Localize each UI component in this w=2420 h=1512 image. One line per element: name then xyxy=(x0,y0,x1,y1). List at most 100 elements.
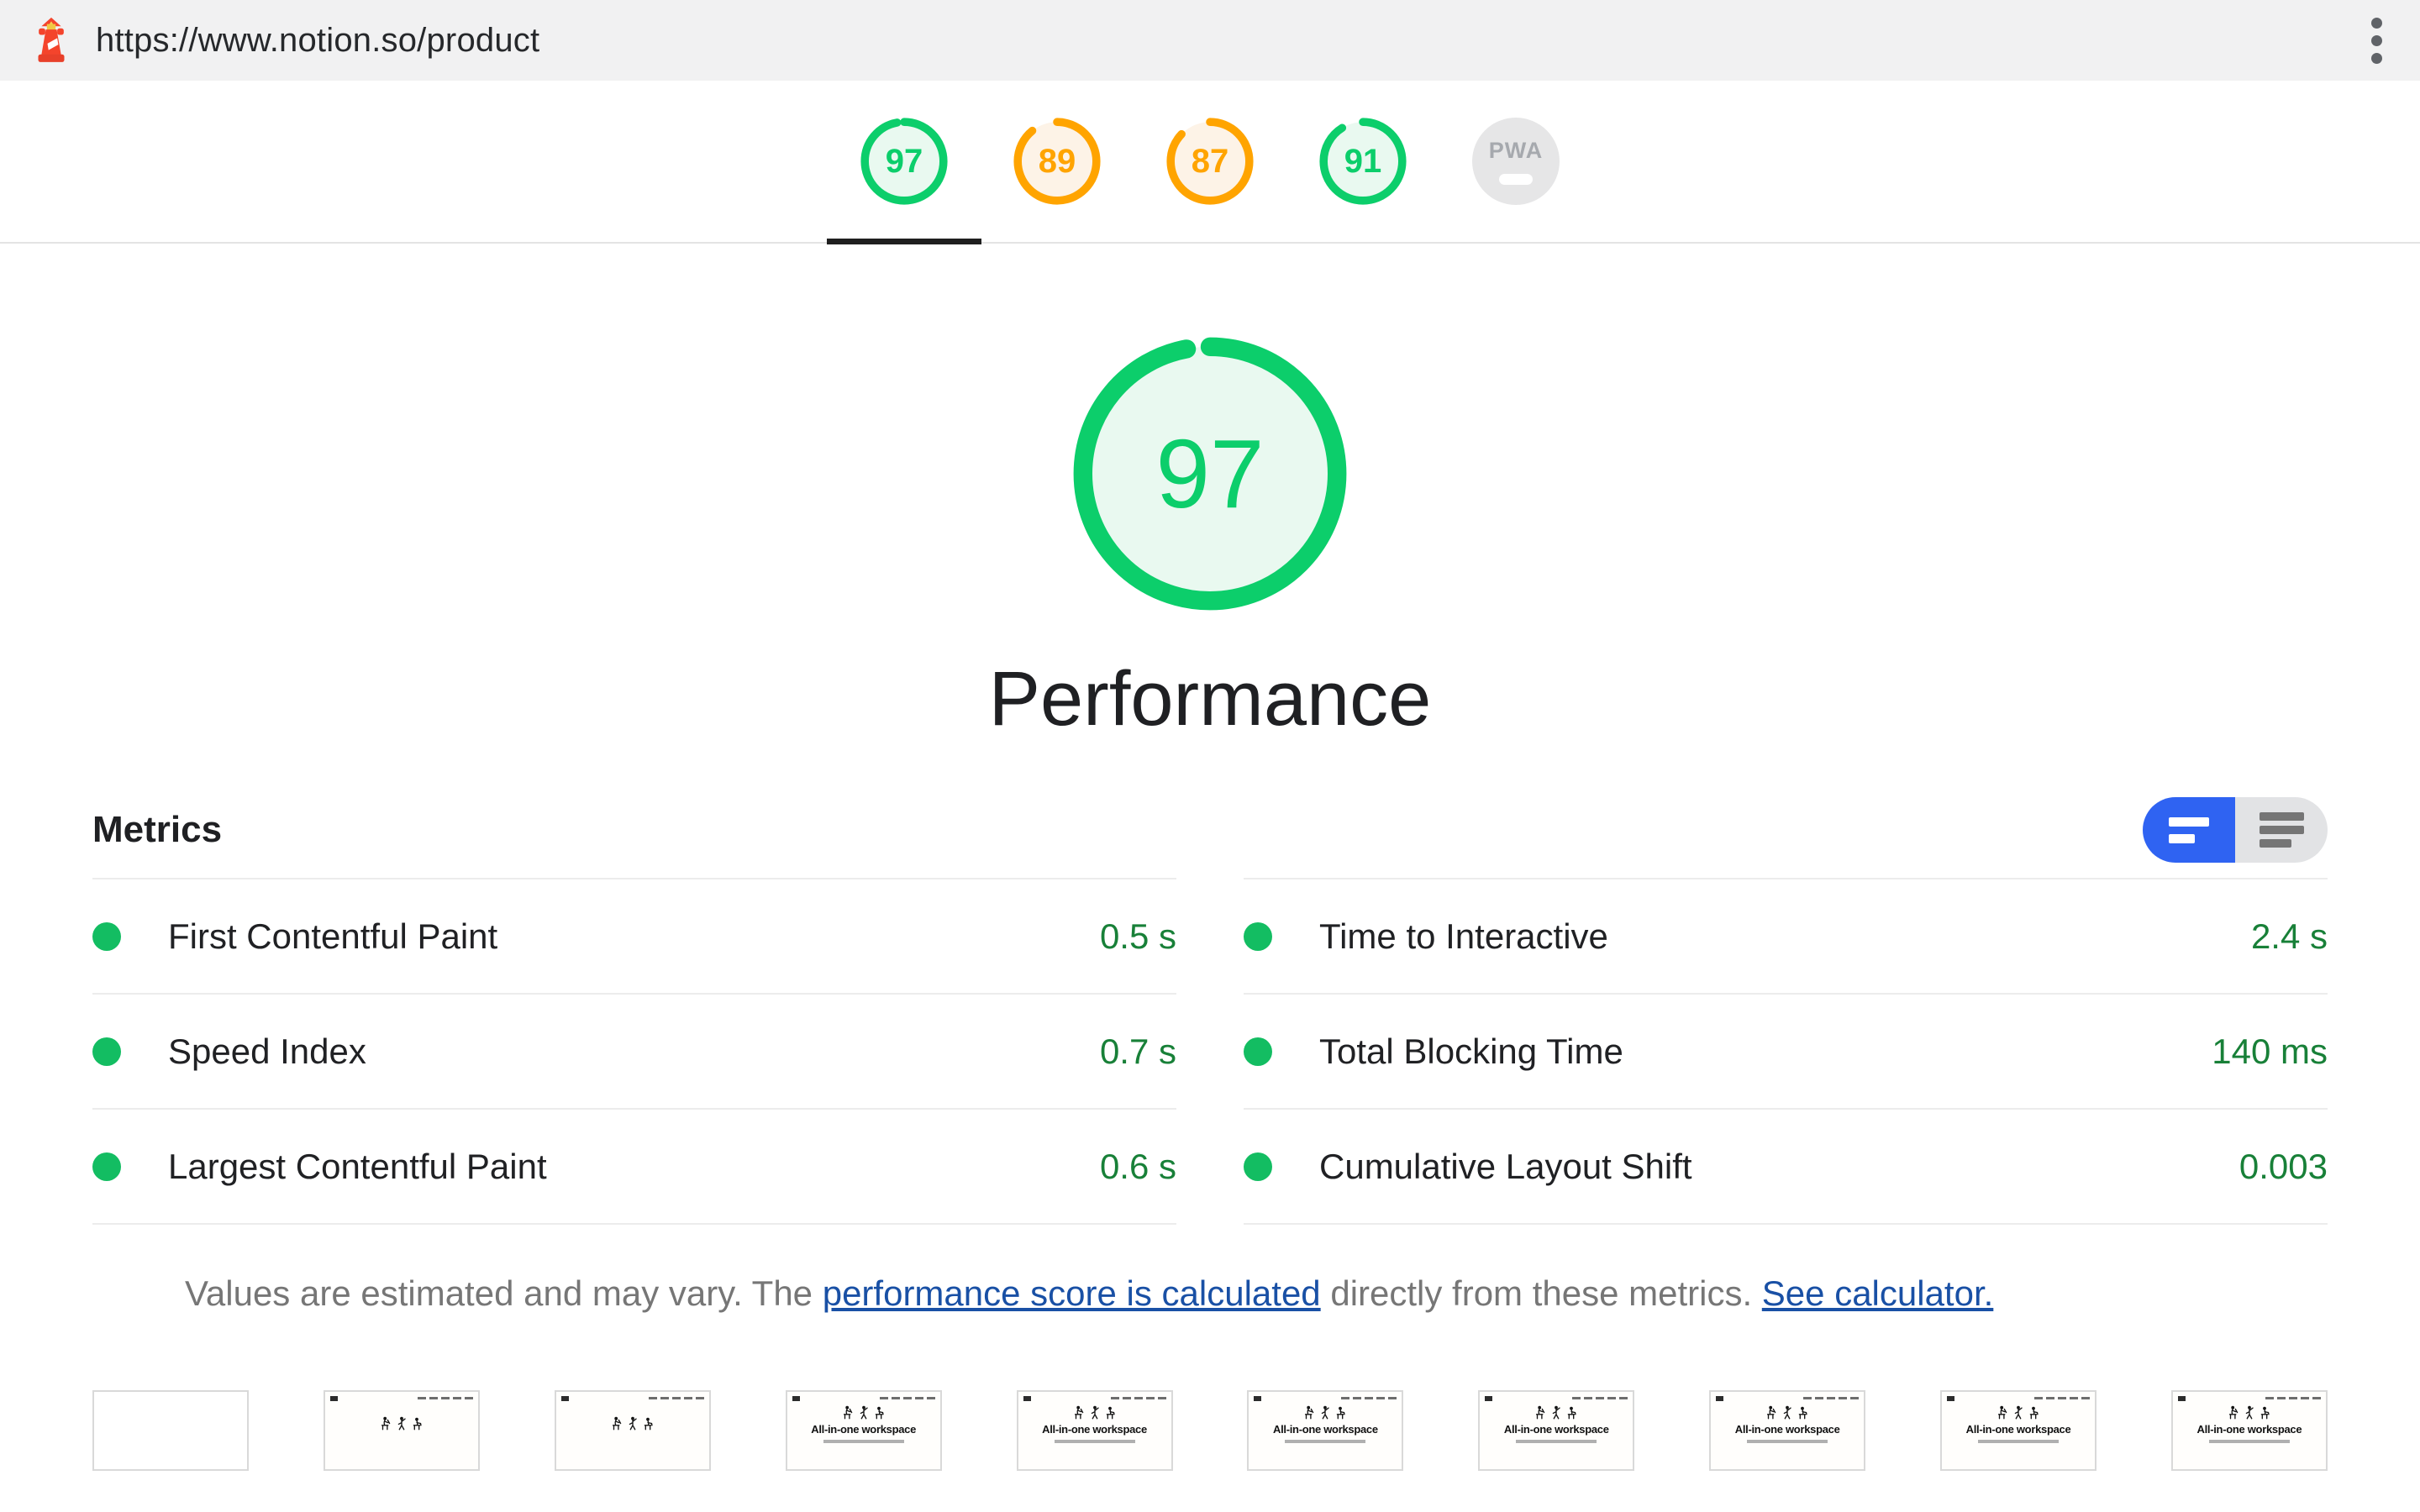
thumbnail-nav-dashes xyxy=(1572,1397,1628,1399)
thumbnail-nav-dashes xyxy=(648,1397,704,1399)
thumbnail-logo-mark xyxy=(560,1395,569,1401)
thumbnail-caption-line xyxy=(1516,1439,1597,1443)
thumbnail-headline: All-in-one workspace xyxy=(2196,1422,2302,1436)
thumbnail-headline: All-in-one workspace xyxy=(1042,1422,1147,1436)
thumbnail-logo-mark xyxy=(1947,1395,1954,1401)
metric-value: 0.7 s xyxy=(1099,1031,1176,1071)
metric-status-dot xyxy=(92,1037,121,1066)
thumbnail-caption-line xyxy=(2208,1439,2290,1443)
thumbnail-figures-icon xyxy=(1023,1405,1166,1420)
metric-row: Total Blocking Time 140 ms xyxy=(1244,993,2328,1108)
metric-row: Time to Interactive 2.4 s xyxy=(1244,878,2328,993)
filmstrip-thumbnail: All-in-one workspace xyxy=(785,1389,942,1471)
score-gauge-best-practices[interactable]: 87 xyxy=(1166,118,1254,205)
metric-label: First Contentful Paint xyxy=(168,916,498,956)
thumbnail-figures-icon xyxy=(1716,1405,1859,1420)
metrics-heading: Metrics xyxy=(92,809,223,850)
performance-gauge-score: 97 xyxy=(1155,419,1265,528)
pwa-badge-dash-icon xyxy=(1499,174,1533,185)
thumbnail-headline: All-in-one workspace xyxy=(1965,1422,2071,1436)
thumbnail-logo-mark xyxy=(1485,1395,1493,1401)
lighthouse-icon xyxy=(38,17,65,62)
thumbnail-headline: All-in-one workspace xyxy=(1734,1422,1840,1436)
pwa-badge[interactable]: PWA xyxy=(1472,118,1560,205)
metric-value: 0.5 s xyxy=(1099,916,1176,956)
filmstrip-thumbnail: All-in-one workspace xyxy=(1478,1389,1635,1471)
thumbnail-logo-mark xyxy=(1716,1395,1724,1401)
disclaimer-text: directly from these metrics. xyxy=(1320,1273,1762,1313)
thumbnail-caption-line xyxy=(1285,1439,1366,1443)
metric-row: Cumulative Layout Shift 0.003 xyxy=(1244,1108,2328,1223)
thumbnail-headline: All-in-one workspace xyxy=(1503,1422,1609,1436)
thumbnail-headline: All-in-one workspace xyxy=(811,1422,916,1436)
filmstrip-thumbnail: All-in-one workspace xyxy=(1940,1389,2096,1471)
thumbnail-nav-dashes xyxy=(1803,1397,1860,1399)
condensed-view-icon xyxy=(2169,816,2209,843)
thumbnail-figures-icon xyxy=(1254,1405,1397,1420)
thumbnail-caption-line xyxy=(1747,1439,1828,1443)
audited-url[interactable]: https://www.notion.so/product xyxy=(96,21,540,59)
thumbnail-nav-dashes xyxy=(1341,1397,1397,1399)
filmstrip-thumbnail xyxy=(554,1389,711,1471)
thumbnail-figures-icon xyxy=(561,1416,704,1431)
metric-label: Time to Interactive xyxy=(1319,916,1608,956)
calculator-link[interactable]: See calculator. xyxy=(1761,1273,1994,1313)
expanded-view-icon xyxy=(2259,812,2304,848)
thumbnail-figures-icon xyxy=(792,1405,935,1420)
pwa-badge-label: PWA xyxy=(1488,138,1544,163)
score-gauge-value: 91 xyxy=(1344,142,1382,180)
metric-value: 140 ms xyxy=(2212,1031,2328,1071)
metric-label: Speed Index xyxy=(168,1031,366,1071)
filmstrip-thumbnail xyxy=(92,1389,249,1471)
thumbnail-nav-dashes xyxy=(2034,1397,2090,1399)
metric-row: Speed Index 0.7 s xyxy=(92,993,1176,1108)
thumbnail-figures-icon xyxy=(1485,1405,1628,1420)
thumbnail-figures-icon xyxy=(2178,1405,2321,1420)
thumbnail-logo-mark xyxy=(1023,1395,1031,1401)
thumbnail-nav-dashes xyxy=(2265,1397,2321,1399)
performance-title: Performance xyxy=(988,656,1432,742)
metric-row: Largest Contentful Paint 0.6 s xyxy=(92,1108,1176,1223)
score-gauge-seo[interactable]: 91 xyxy=(1319,118,1407,205)
thumbnail-nav-dashes xyxy=(417,1397,473,1399)
metric-status-dot xyxy=(1244,1037,1272,1066)
score-gauge-value: 87 xyxy=(1191,142,1229,180)
metric-value: 0.003 xyxy=(2238,1146,2328,1186)
kebab-menu-icon[interactable] xyxy=(2358,11,2395,70)
metric-status-dot xyxy=(92,921,121,951)
active-tab-underline xyxy=(827,239,981,244)
thumbnail-logo-mark xyxy=(2177,1395,2186,1401)
metric-status-dot xyxy=(92,1152,121,1181)
metric-label: Largest Contentful Paint xyxy=(168,1146,547,1186)
metric-value: 0.6 s xyxy=(1099,1146,1176,1186)
toggle-expanded-button[interactable] xyxy=(2235,797,2328,863)
metric-column-left: First Contentful Paint 0.5 s Speed Index… xyxy=(92,878,1176,1225)
thumbnail-figures-icon xyxy=(1947,1405,2090,1420)
performance-gauge: 97 xyxy=(1069,333,1351,615)
metric-label: Total Blocking Time xyxy=(1319,1031,1623,1071)
score-gauge-accessibility[interactable]: 89 xyxy=(1013,118,1101,205)
thumbnail-figures-icon xyxy=(330,1416,473,1431)
thumbnail-logo-mark xyxy=(792,1395,800,1401)
score-gauge-value: 89 xyxy=(1038,142,1076,180)
score-gauge-performance[interactable]: 97 xyxy=(860,118,948,205)
performance-summary: 97 Performance xyxy=(0,333,2420,743)
thumbnail-caption-line xyxy=(823,1439,904,1443)
perf-score-link[interactable]: performance score is calculated xyxy=(822,1273,1321,1313)
thumbnail-nav-dashes xyxy=(879,1397,935,1399)
metric-value: 2.4 s xyxy=(2250,916,2328,956)
metric-status-dot xyxy=(1244,921,1272,951)
thumbnail-logo-mark xyxy=(1254,1395,1262,1401)
disclaimer-text: Values are estimated and may vary. The xyxy=(185,1273,823,1313)
filmstrip-thumbnail: All-in-one workspace xyxy=(1247,1389,1404,1471)
filmstrip-thumbnail: All-in-one workspace xyxy=(2170,1389,2328,1471)
toggle-condensed-button[interactable] xyxy=(2143,797,2235,863)
thumbnail-caption-line xyxy=(1978,1439,2059,1443)
score-gauge-value: 97 xyxy=(885,142,923,180)
topbar: https://www.notion.so/product xyxy=(0,0,2420,81)
view-toggle xyxy=(2143,797,2328,863)
thumbnail-logo-mark xyxy=(329,1395,338,1401)
metric-status-dot xyxy=(1244,1152,1272,1181)
thumbnail-nav-dashes xyxy=(1110,1397,1166,1399)
thumbnail-caption-line xyxy=(1054,1439,1135,1443)
